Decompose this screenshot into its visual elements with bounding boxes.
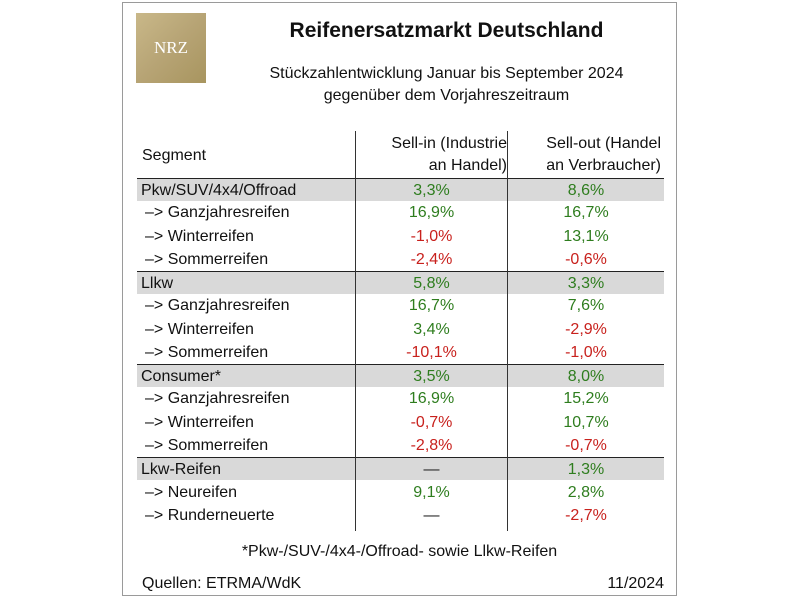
row-label: –> Winterreifen <box>145 413 254 431</box>
sellin-value: -2,4% <box>410 250 453 268</box>
row-label: –> Ganzjahresreifen <box>145 297 290 315</box>
row-label: –> Winterreifen <box>145 320 254 338</box>
sellin-value: 3,3% <box>413 182 450 199</box>
column-header-sellout: Sell-out (Handel an Verbraucher) <box>511 133 661 177</box>
row-label: –> Sommerreifen <box>145 343 269 361</box>
column-header-sellin-line-2: an Handel) <box>428 157 507 174</box>
subtitle-line-2: gegenüber dem Vorjahreszeitraum <box>323 87 570 104</box>
sellin-value: 16,7% <box>408 297 455 315</box>
table-row: –> Winterreifen -1,0% 13,1% <box>137 225 664 248</box>
sellout-value: 3,3% <box>567 275 605 293</box>
sellin-value: — <box>423 461 440 479</box>
table-row: –> Ganzjahresreifen 16,7% 7,6% <box>137 294 664 317</box>
row-label: –> Ganzjahresreifen <box>145 204 290 222</box>
table-row: –> Runderneuerte — -2,7% <box>137 504 664 527</box>
sellin-value: 16,9% <box>408 204 455 222</box>
sellout-value: -2,7% <box>565 506 607 524</box>
table-row: –> Sommerreifen -2,8% -0,7% <box>137 434 664 457</box>
table-row: –> Ganzjahresreifen 16,9% 15,2% <box>137 387 664 410</box>
table-row: –> Sommerreifen -10,1% -1,0% <box>137 341 664 364</box>
sellin-value: -2,8% <box>410 436 453 454</box>
infographic-card: NRZ Reifenersatzmarkt Deutschland Stückz… <box>122 2 677 596</box>
row-label: –> Sommerreifen <box>145 436 269 454</box>
sellout-value: -2,9% <box>565 320 607 338</box>
subtitle-line-1: Stückzahlentwicklung Januar bis Septembe… <box>269 65 624 82</box>
column-divider <box>507 131 508 531</box>
sellout-value: 1,3% <box>567 461 605 479</box>
nrz-logo: NRZ <box>136 13 206 83</box>
table-row: –> Winterreifen -0,7% 10,7% <box>137 411 664 434</box>
sellout-value: 7,6% <box>567 297 605 315</box>
column-header-sellout-line-1: Sell-out (Handel <box>546 135 661 152</box>
sellin-value: -10,1% <box>406 343 457 361</box>
row-label: Pkw/SUV/4x4/Offroad <box>141 182 297 199</box>
sellout-value: 16,7% <box>563 204 609 222</box>
sellin-value: — <box>423 506 440 524</box>
sellout-value: 15,2% <box>563 390 609 408</box>
row-label: Consumer* <box>141 368 222 386</box>
page-title: Reifenersatzmarkt Deutschland <box>289 19 604 42</box>
table-row-category: Lkw-Reifen — 1,3% <box>137 457 664 481</box>
sellout-value: 8,6% <box>567 182 605 199</box>
column-header-sellin: Sell-in (Industrie an Handel) <box>359 133 507 177</box>
row-label: –> Sommerreifen <box>145 250 269 268</box>
sellin-value: 3,4% <box>413 320 450 338</box>
row-label: Lkw-Reifen <box>141 461 222 479</box>
sellin-value: 3,5% <box>413 368 450 386</box>
sellout-value: 2,8% <box>567 483 605 501</box>
sellout-value: -0,6% <box>565 250 607 268</box>
row-label: Llkw <box>141 275 174 293</box>
column-header-sellin-line-1: Sell-in (Industrie <box>391 135 507 152</box>
row-label: –> Winterreifen <box>145 227 254 245</box>
sellin-value: 5,8% <box>413 275 450 293</box>
sellin-value: -0,7% <box>410 413 453 431</box>
table-row-category: Pkw/SUV/4x4/Offroad 3,3% 8,6% <box>137 178 664 201</box>
table-row: –> Neureifen 9,1% 2,8% <box>137 481 664 504</box>
table-row-category: Consumer* 3,5% 8,0% <box>137 364 664 388</box>
sellout-value: -0,7% <box>565 436 607 454</box>
footnote: *Pkw-/SUV-/4x4-/Offroad- sowie Llkw-Reif… <box>241 543 558 560</box>
sellout-value: -1,0% <box>565 343 607 361</box>
publication-date: 11/2024 <box>607 575 664 592</box>
sellout-value: 13,1% <box>563 227 609 245</box>
sellin-value: 9,1% <box>413 483 450 501</box>
column-header-segment: Segment <box>142 147 207 164</box>
sellin-value: -1,0% <box>410 227 453 245</box>
sources: Quellen: ETRMA/WdK <box>142 575 302 592</box>
row-label: –> Ganzjahresreifen <box>145 390 290 408</box>
table-row: –> Winterreifen 3,4% -2,9% <box>137 318 664 341</box>
sellout-value: 10,7% <box>563 413 609 431</box>
row-label: –> Neureifen <box>145 483 238 501</box>
sellout-value: 8,0% <box>567 368 605 386</box>
row-label: –> Runderneuerte <box>145 506 275 524</box>
table-row: –> Ganzjahresreifen 16,9% 16,7% <box>137 201 664 224</box>
logo-text: NRZ <box>154 38 188 57</box>
table-row: –> Sommerreifen -2,4% -0,6% <box>137 248 664 271</box>
table-row-category: Llkw 5,8% 3,3% <box>137 271 664 295</box>
column-divider <box>355 131 356 531</box>
column-header-sellout-line-2: an Verbraucher) <box>546 157 661 174</box>
subtitle: Stückzahlentwicklung Januar bis Septembe… <box>223 63 670 107</box>
sellin-value: 16,9% <box>408 390 455 408</box>
